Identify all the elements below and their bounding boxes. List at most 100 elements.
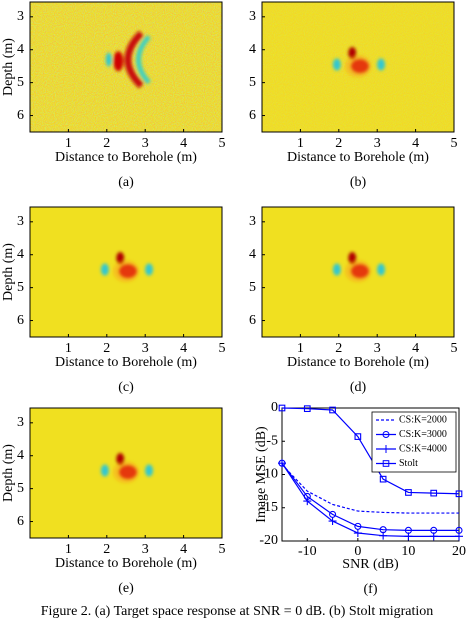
orange-halo [345, 55, 371, 78]
x-tick-label: 2 [335, 136, 342, 151]
legend-label: CS:K=2000 [399, 414, 447, 425]
target-response [100, 453, 154, 484]
marker-square [455, 490, 463, 498]
x-axis-label: Distance to Borehole (m) [287, 355, 429, 370]
panel-label: (f) [364, 582, 378, 597]
x-tick-label: 4 [412, 136, 419, 151]
x-tick-label: -10 [298, 544, 317, 559]
panel-label: (b) [350, 175, 367, 190]
marker-square [303, 405, 311, 413]
legend-label: CS:K=3000 [399, 429, 447, 440]
y-tick-label: 3 [17, 415, 24, 430]
marker-plus [379, 531, 388, 540]
caption: Figure 2. (a) Target space response at S… [41, 604, 434, 619]
y-tick-label: 6 [249, 108, 256, 123]
x-tick-label: 2 [103, 136, 110, 151]
y-tick-label: 4 [17, 42, 24, 57]
x-tick-label: 5 [451, 341, 458, 356]
y-tick-label: 4 [249, 42, 256, 57]
line-chart: -10 0 10 20 0 -5 -10 -15 -20 SNR (dB) (f) Image MSE… [254, 400, 466, 597]
red-core [113, 51, 124, 72]
orange-halo [345, 260, 371, 283]
x-tick-label: 3 [142, 542, 149, 557]
target-response [332, 252, 386, 283]
cyan-right [145, 464, 154, 477]
y-tick-label: 3 [17, 214, 24, 229]
y-axis-label: Depth (m) [1, 444, 16, 502]
legend-marker [382, 431, 390, 438]
target-response [105, 30, 151, 89]
x-tick-label: 1 [65, 341, 72, 356]
panel-label: (a) [118, 175, 134, 190]
image-panel: 1 2 3 4 5 3 4 5 6 Distance to Borehole (m) (b) [249, 1, 458, 190]
image-panel: 1 2 3 4 5 3 4 5 6 Distance to Borehole (m) (c) Dept… [1, 206, 226, 395]
axes-frame [261, 206, 455, 338]
marker-square [405, 489, 412, 496]
cyan-arc [135, 34, 151, 85]
marker-plus [303, 497, 312, 506]
marker-square [379, 475, 387, 483]
x-tick-label: 10 [401, 544, 415, 559]
x-tick-label: 5 [219, 341, 226, 356]
x-tick-label: 3 [374, 136, 381, 151]
marker-square [329, 406, 336, 414]
marker-plus [455, 532, 463, 541]
marker-square [430, 489, 438, 497]
y-tick-label: -15 [259, 500, 278, 515]
x-tick-label: 5 [451, 136, 458, 151]
cyan-right [145, 263, 154, 276]
y-tick-label: -5 [266, 433, 278, 448]
x-tick-label: 3 [374, 341, 381, 356]
axes-frame [29, 1, 223, 133]
marker-plus [328, 517, 337, 526]
x-tick-label: 20 [452, 544, 466, 559]
series-line [281, 462, 459, 531]
axes-frame [29, 407, 223, 539]
cyan-right [377, 263, 386, 276]
x-axis-label: SNR (dB) [342, 557, 399, 572]
x-tick-label: 1 [297, 136, 304, 151]
y-axis-label: Depth (m) [1, 38, 16, 96]
x-tick-label: 0 [354, 544, 361, 559]
cyan-left [332, 58, 341, 71]
y-tick-label: 5 [17, 481, 24, 496]
y-tick-label: 3 [249, 9, 256, 24]
y-tick-label: 5 [17, 280, 24, 295]
panel-label: (d) [350, 380, 367, 395]
y-tick-label: 6 [17, 313, 24, 328]
series-line [281, 464, 459, 514]
x-axis-label: Distance to Borehole (m) [55, 556, 197, 571]
image-panel: 1 2 3 4 5 3 4 5 6 Distance to Borehole (m) (a) Dept… [1, 1, 226, 190]
orange-halo [113, 260, 139, 283]
x-tick-label: 2 [335, 341, 342, 356]
y-tick-label: 6 [249, 313, 256, 328]
y-axis-label: Depth (m) [1, 243, 16, 301]
target-response [100, 252, 154, 283]
marker-plus [429, 532, 438, 541]
y-tick-label: 4 [17, 448, 24, 463]
series-line [281, 407, 460, 495]
y-tick-label: 4 [17, 247, 24, 262]
cyan-side [105, 52, 112, 67]
y-tick-label: 3 [17, 9, 24, 24]
y-tick-label: 5 [17, 75, 24, 90]
y-axis-label: Image MSE (dB) [254, 426, 269, 523]
image-panel: 1 2 3 4 5 3 4 5 6 Distance to Borehole (m) (e) Dept… [1, 407, 226, 596]
x-tick-label: 4 [412, 341, 419, 356]
y-tick-label: -10 [259, 467, 278, 482]
legend-label: Stolt [399, 458, 418, 469]
marker-square [354, 433, 362, 440]
x-tick-label: 4 [180, 136, 187, 151]
legend-marker [382, 445, 390, 453]
legend-marker [382, 460, 390, 467]
x-tick-label: 4 [180, 341, 187, 356]
x-tick-label: 5 [219, 542, 226, 557]
y-tick-label: 6 [17, 514, 24, 529]
orange-halo [113, 461, 139, 484]
x-axis-label: Distance to Borehole (m) [55, 355, 197, 370]
marker-plus [278, 459, 286, 468]
marker-plus [404, 532, 413, 541]
x-tick-label: 1 [65, 542, 72, 557]
legend-label: CS:K=4000 [399, 443, 447, 454]
y-tick-label: 5 [249, 75, 256, 90]
